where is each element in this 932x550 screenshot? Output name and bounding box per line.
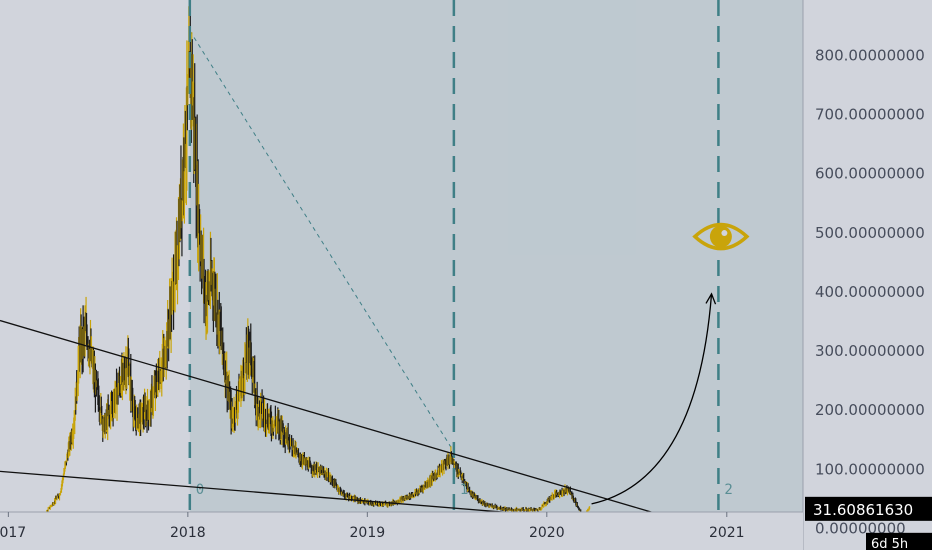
time-tick-label: 2019 <box>350 525 386 541</box>
fib-time-label: 0 <box>196 482 204 498</box>
price-tick-label: 700.00000000 <box>815 106 925 124</box>
time-axis-background <box>0 512 803 550</box>
projection-arrow[interactable] <box>591 293 713 505</box>
candles <box>0 3 591 524</box>
time-tick-label: 2020 <box>529 525 565 541</box>
countdown-label: 6d 5h <box>871 537 908 550</box>
fib-time-label: 1 <box>460 482 468 498</box>
fib-diagonal-line <box>189 30 455 453</box>
time-axis[interactable]: 2017 2018 2019 2020 2021 <box>0 511 803 550</box>
eye-outline <box>692 222 750 251</box>
countdown-badge <box>866 532 932 550</box>
eye-highlight <box>721 230 728 237</box>
eye-icon[interactable] <box>692 222 750 251</box>
price-tick-label: 100.00000000 <box>815 460 925 478</box>
price-axis[interactable]: 800.00000000 700.00000000 600.00000000 500.… <box>802 0 932 550</box>
price-tick-label: 500.00000000 <box>815 224 925 242</box>
last-price-value: 31.60861630 <box>813 501 913 519</box>
fib-time-label: 2 <box>724 482 732 498</box>
time-tick-label: 2018 <box>170 525 206 541</box>
eye-pupil <box>709 225 732 248</box>
time-tick-label: 2017 <box>0 525 26 541</box>
price-tick-label: 200.00000000 <box>815 401 925 419</box>
price-tick-label: 600.00000000 <box>815 165 925 183</box>
time-tick-label: 2021 <box>709 525 745 541</box>
price-tick-label: 400.00000000 <box>815 283 925 301</box>
price-tick-label: 800.00000000 <box>815 46 925 64</box>
plot-area[interactable]: 0 1 2 <box>0 0 804 550</box>
arrow-head <box>705 292 717 305</box>
last-price-badge <box>805 496 932 521</box>
price-tick-label: 300.00000000 <box>815 342 925 360</box>
fib-zone-shading <box>189 0 803 512</box>
